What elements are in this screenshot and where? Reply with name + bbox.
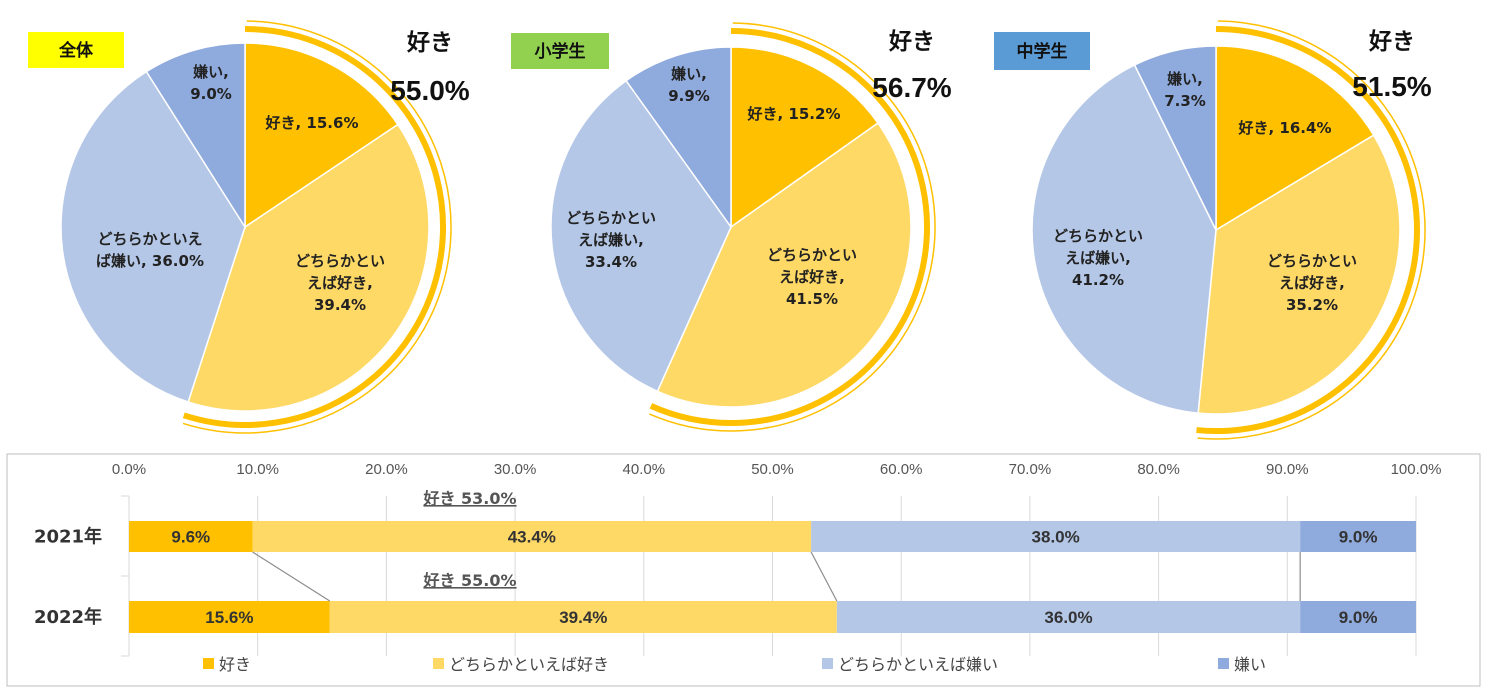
pie-slice-label: えば好き, xyxy=(779,268,845,286)
y-category-label: 2021年 xyxy=(34,526,102,548)
bar-segment-4 xyxy=(1300,521,1416,552)
bar-segment-3 xyxy=(811,521,1301,552)
pie-slice-label: えば好き, xyxy=(1279,274,1345,292)
like-total-ring xyxy=(182,26,446,428)
pie-slice-label: 41.5% xyxy=(786,290,838,308)
like-annotation-2022: 好き 55.0% xyxy=(422,571,516,590)
pie-slice-label: 35.2% xyxy=(1286,296,1338,314)
pie-slice-label: 7.3% xyxy=(1164,92,1206,110)
bar-segment-3 xyxy=(836,601,1301,633)
like-total-ring-outer xyxy=(648,22,936,432)
pie-slice-3 xyxy=(1031,63,1217,414)
x-tick-label: 70.0% xyxy=(1009,461,1052,478)
x-tick-label: 100.0% xyxy=(1391,461,1442,478)
bar-segment-4 xyxy=(1300,601,1416,633)
pie-slice-label: 好き, 15.6% xyxy=(265,114,359,132)
bar-chart-frame xyxy=(6,453,1481,687)
pie-slice-label: 好き, 15.2% xyxy=(747,105,841,123)
like-total-value: 56.7% xyxy=(872,72,951,103)
pie-slice-label: 39.4% xyxy=(314,296,366,314)
like-total-ring xyxy=(649,28,930,426)
like-total-label: 好き xyxy=(1368,29,1415,55)
x-tick-label: 60.0% xyxy=(880,461,923,478)
bar-segment-2 xyxy=(329,601,837,633)
pie-slice-4 xyxy=(625,46,732,230)
group-badge-label: 全体 xyxy=(58,40,94,61)
pie-slice-label: えば好き, xyxy=(307,274,373,292)
pie-slice-2 xyxy=(187,123,430,412)
like-total-value: 51.5% xyxy=(1352,71,1431,102)
bar-data-label: 15.6% xyxy=(205,608,253,627)
pie-slice-label: 33.4% xyxy=(585,253,637,271)
group-badge xyxy=(28,32,124,68)
pie-slice-label: 9.9% xyxy=(668,87,710,105)
like-total-label: 好き xyxy=(406,30,453,56)
x-tick-label: 30.0% xyxy=(494,461,537,478)
bar-data-label: 38.0% xyxy=(1032,528,1080,547)
bar-data-label: 39.4% xyxy=(559,608,607,627)
legend-label: どちらかといえば好き xyxy=(449,655,609,674)
bar-data-label: 9.0% xyxy=(1339,608,1378,627)
legend-swatch-4 xyxy=(1218,658,1229,669)
pie-slice-4 xyxy=(1133,45,1217,231)
pie-slice-label: えば嫌い, xyxy=(578,231,644,249)
pie-slice-label: どちらかとい xyxy=(566,209,656,227)
bar-segment-2 xyxy=(252,521,812,552)
x-tick-label: 0.0% xyxy=(112,461,146,478)
pie-slice-1 xyxy=(244,42,399,229)
legend-swatch-1 xyxy=(203,658,214,669)
legend-label: どちらかといえば嫌い xyxy=(838,655,998,674)
group-badge-label: 小学生 xyxy=(535,41,586,62)
x-tick-label: 90.0% xyxy=(1266,461,1309,478)
pie-slice-1 xyxy=(1215,45,1375,232)
y-category-label: 2022年 xyxy=(34,606,102,628)
legend-label: 嫌い xyxy=(1234,655,1266,674)
legend-label: 好き xyxy=(219,655,251,674)
series-connector-line xyxy=(810,551,838,602)
pie-slice-label: どちらかとい xyxy=(295,252,385,270)
legend-swatch-3 xyxy=(822,658,833,669)
pie-slice-label: どちらかとい xyxy=(767,246,857,264)
bar-segment-1 xyxy=(129,601,330,633)
pie-slice-label: 嫌い, xyxy=(192,63,229,81)
bar-segment-1 xyxy=(129,521,253,552)
x-tick-label: 80.0% xyxy=(1137,461,1180,478)
bar-data-label: 9.0% xyxy=(1339,528,1378,547)
pie-slice-3 xyxy=(550,79,732,393)
pie-slice-4 xyxy=(145,42,246,230)
pie-slice-label: 嫌い, xyxy=(670,65,707,83)
group-badge xyxy=(994,32,1090,70)
like-total-ring-outer xyxy=(1197,20,1426,440)
group-badge-label: 中学生 xyxy=(1017,41,1068,62)
pie-slice-2 xyxy=(656,121,912,408)
like-annotation-2021: 好き 53.0% xyxy=(422,489,516,508)
x-tick-label: 40.0% xyxy=(623,461,666,478)
x-tick-label: 20.0% xyxy=(365,461,408,478)
pie-slice-label: 41.2% xyxy=(1072,271,1124,289)
pie-slice-1 xyxy=(730,46,879,229)
group-badge xyxy=(511,33,609,69)
pie-slice-label: どちらかといえ xyxy=(97,230,202,248)
pie-slice-3 xyxy=(60,70,246,403)
pie-slice-2 xyxy=(1197,134,1401,415)
bar-data-label: 43.4% xyxy=(508,528,556,547)
like-total-ring xyxy=(1196,26,1420,434)
like-total-label: 好き xyxy=(888,29,935,55)
x-tick-label: 10.0% xyxy=(236,461,279,478)
pie-slice-label: えば嫌い, xyxy=(1065,249,1131,267)
bar-data-label: 36.0% xyxy=(1044,608,1092,627)
pie-slice-label: どちらかとい xyxy=(1053,227,1143,245)
pie-slice-label: どちらかとい xyxy=(1267,252,1357,270)
pie-slice-label: 9.0% xyxy=(190,85,232,103)
x-tick-label: 50.0% xyxy=(751,461,794,478)
pie-slice-label: ば嫌い, 36.0% xyxy=(96,252,204,270)
series-connector-line xyxy=(252,551,331,602)
pie-slice-label: 好き, 16.4% xyxy=(1238,119,1332,137)
like-total-value: 55.0% xyxy=(390,75,469,106)
pie-slice-label: 嫌い, xyxy=(1166,70,1203,88)
like-total-ring-outer xyxy=(182,20,452,434)
bar-data-label: 9.6% xyxy=(171,528,210,547)
legend-swatch-2 xyxy=(433,658,444,669)
